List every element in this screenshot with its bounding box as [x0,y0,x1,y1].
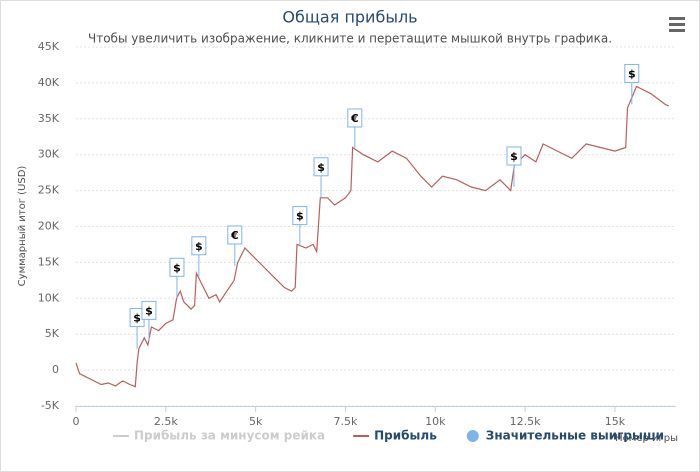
y-tick-label: 10K [38,291,60,304]
y-tick-label: 20K [38,220,60,233]
menu-button[interactable] [669,17,685,32]
menu-bar [669,17,685,20]
flag-label: $ [317,161,325,174]
x-tick-label: 0 [73,415,80,428]
x-tick-label: 10k [425,415,446,428]
x-tick-label: 7.5k [334,415,358,428]
flag-label: € [350,112,359,125]
y-tick-label: 40K [38,76,60,89]
y-axis-title: Суммарный итог (USD) [17,166,28,287]
flag-label: $ [296,210,304,223]
flag-label: $ [145,304,153,317]
flag-label: $ [173,261,181,274]
flag[interactable] [191,236,207,256]
y-tick-label: 45K [38,40,60,53]
flag-label: € [230,229,239,242]
x-tick-label: 2.5k [154,415,178,428]
y-tick-label: 35K [38,112,60,125]
flag[interactable] [624,63,640,83]
flag[interactable] [227,225,243,245]
flag[interactable] [292,206,308,226]
legend-item[interactable]: Значительные выигрыши [466,429,664,443]
flag[interactable] [169,257,185,277]
chart-subtitle: Чтобы увеличить изображение, кликните и … [88,32,612,46]
flag-label: $ [510,150,518,163]
y-tick-label: 25K [38,184,60,197]
menu-bar [669,29,685,32]
legend-label: Значительные выигрыши [486,429,664,443]
y-tick-label: 5K [45,327,60,340]
flag-label: $ [195,240,203,253]
legend-item[interactable]: Прибыль [353,429,437,443]
legend-label: Прибыль [374,429,437,443]
flag[interactable] [347,108,363,128]
menu-bar [669,23,685,26]
x-tick-label: 15k [605,415,626,428]
y-tick-label: 30K [38,148,60,161]
y-tick-label: -5K [41,399,60,412]
y-tick-label: 15K [38,255,60,268]
legend-item[interactable]: Прибыль за минусом рейка [113,429,325,443]
x-tick-label: 12.5k [510,415,541,428]
legend-label: Прибыль за минусом рейка [134,429,325,443]
x-tick-label: 5k [249,415,263,428]
y-tick-label: 0 [52,363,59,376]
flag-label: $ [133,312,141,325]
x-axis-title: Номер игры [615,433,678,444]
flag[interactable] [313,157,329,177]
profit-line [75,85,670,388]
flag[interactable] [506,146,522,166]
legend-symbol [466,430,479,442]
flag-label: $ [628,67,636,80]
chart-title: Общая прибыль [282,8,417,27]
flag[interactable] [141,300,157,320]
